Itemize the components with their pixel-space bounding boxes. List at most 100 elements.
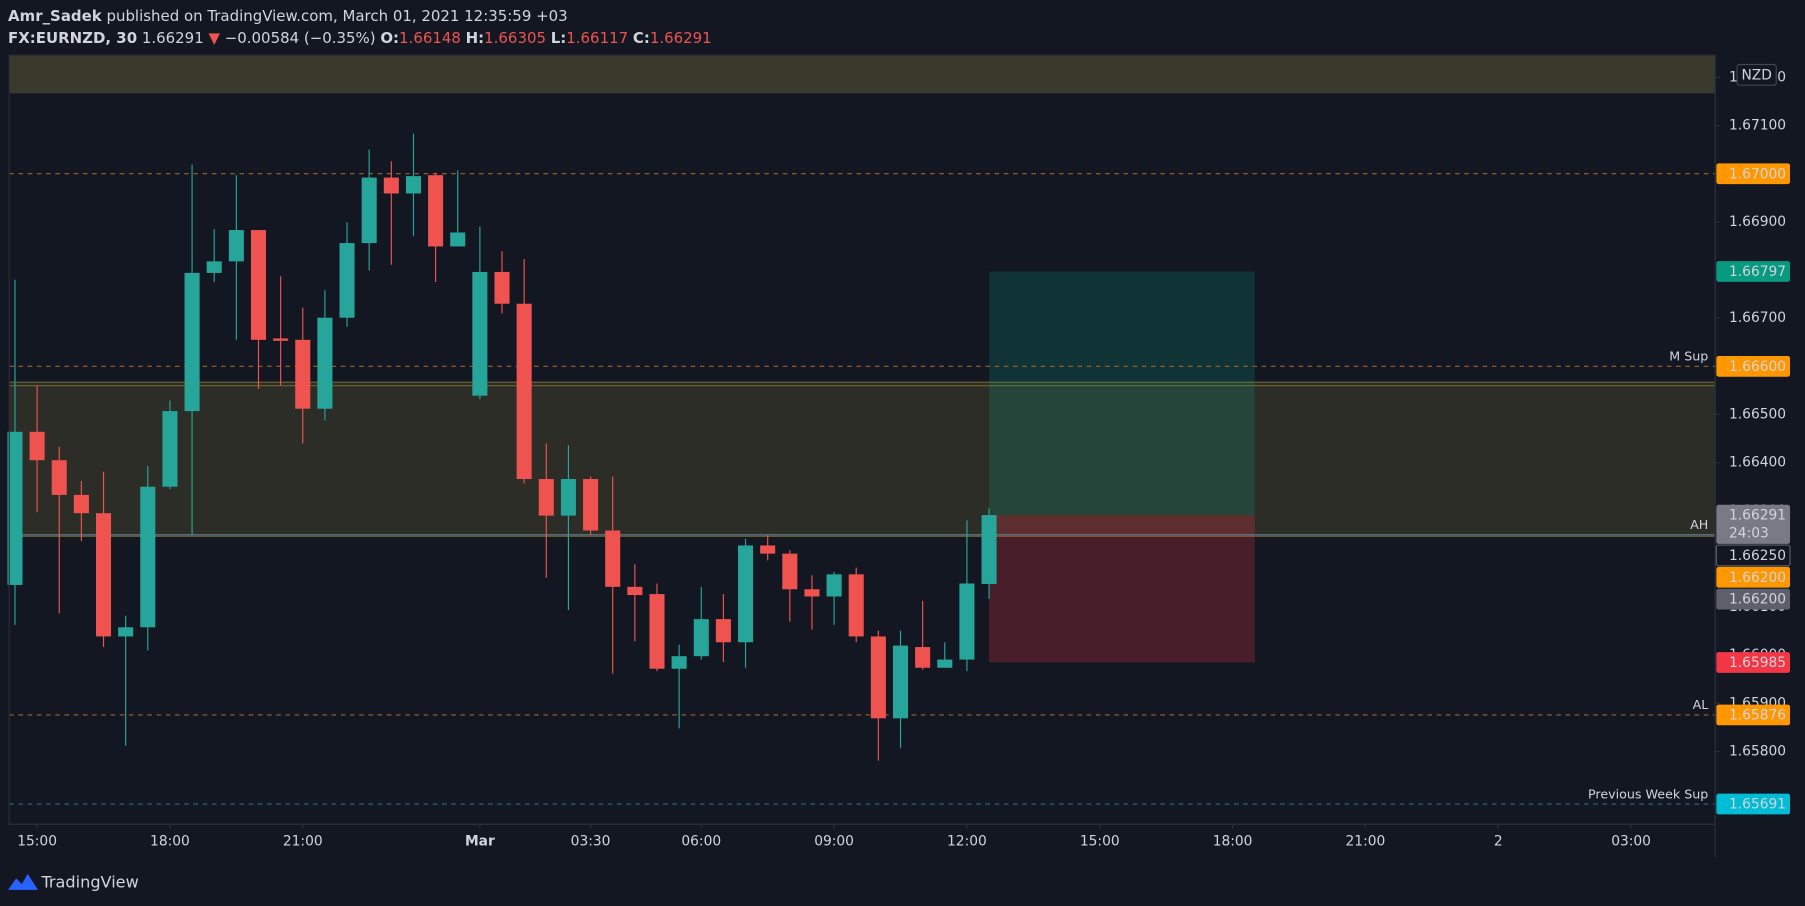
candle-body xyxy=(118,627,134,637)
price-tag-label: 1.66600 xyxy=(1729,359,1786,375)
x-tick-label: 2 xyxy=(1494,834,1503,850)
candle-body xyxy=(892,645,909,719)
candle-body xyxy=(671,656,687,669)
candle-body xyxy=(273,338,289,341)
candle-body xyxy=(738,545,754,643)
ohlc-value: 1.66148 xyxy=(399,29,461,47)
zones xyxy=(9,55,1716,537)
candle-body xyxy=(250,230,267,340)
price-tag xyxy=(1716,588,1791,610)
candle-body xyxy=(450,232,466,247)
ohlc-value: 1.66305 xyxy=(484,29,546,47)
price-tags: 1.67000 1.66797 1.66600 1.66291 24:03 1.66250… xyxy=(1715,163,1791,815)
candle-body xyxy=(826,574,842,597)
currency-box xyxy=(1736,63,1777,86)
price-tag-label: 1.66291 xyxy=(1729,508,1786,524)
change: −0.00584 (−0.35%) xyxy=(225,29,376,47)
price-tag-label: 1.66797 xyxy=(1729,264,1786,280)
x-tick-label: 03:30 xyxy=(571,834,611,850)
zone xyxy=(9,382,1716,537)
price-tag xyxy=(1716,504,1791,544)
price-tag-label: 1.65876 xyxy=(1729,708,1786,724)
x-tick-label: 21:00 xyxy=(1346,834,1386,850)
candle-body xyxy=(228,230,244,262)
position xyxy=(989,271,1255,663)
y-tick-label: 1.66700 xyxy=(1729,310,1786,326)
x-tick-label: Mar xyxy=(465,834,495,850)
currency: NZD xyxy=(1741,67,1771,83)
candle-body xyxy=(870,636,886,719)
candle-body xyxy=(981,515,997,584)
candle-body xyxy=(649,594,665,669)
candle-body xyxy=(715,619,731,643)
ohlc-value: 1.66117 xyxy=(566,29,628,47)
publish-line: Amr_Sadek published on TradingView.com, … xyxy=(8,7,568,25)
logo: TradingView xyxy=(8,872,139,891)
price-tag-label: 1.67000 xyxy=(1729,166,1786,182)
profit-area xyxy=(989,271,1255,516)
candle-body xyxy=(915,647,931,668)
price-tag-label: 1.65691 xyxy=(1729,797,1786,813)
legend-line: FX:EURNZD, 30 1.66291 ▼ −0.00584 (−0.35%… xyxy=(8,29,712,47)
level-label: AL xyxy=(1693,697,1709,712)
plot-frame xyxy=(8,54,1716,825)
candle-body xyxy=(538,479,554,516)
price-tag xyxy=(1716,261,1791,282)
candle-body xyxy=(848,574,864,637)
ohlc-label: O: xyxy=(380,29,399,47)
candles xyxy=(7,133,997,761)
price-tag xyxy=(1716,163,1791,185)
level-label: M Sup xyxy=(1669,349,1708,364)
candle-body xyxy=(295,339,311,409)
ohlc-label: C: xyxy=(633,29,650,47)
price-tag xyxy=(1715,544,1791,567)
candle-body xyxy=(605,530,621,587)
candle-body xyxy=(428,175,444,247)
candle-body xyxy=(339,243,355,318)
candle-body xyxy=(95,513,112,637)
price-tag xyxy=(1716,566,1791,588)
candle-body xyxy=(959,583,975,660)
y-tick-label: 1.65800 xyxy=(1729,744,1786,760)
price-tag xyxy=(1716,652,1791,673)
ohlc-label: L: xyxy=(551,29,567,47)
candle-body xyxy=(29,431,45,461)
loss-area xyxy=(989,515,1255,663)
x-tick-label: 15:00 xyxy=(1080,834,1120,850)
published: published on TradingView.com, March 01, … xyxy=(106,7,567,25)
ohlc-label: H: xyxy=(466,29,485,47)
candle-body xyxy=(206,261,222,273)
x-tick-label: 03:00 xyxy=(1611,834,1651,850)
candle-body xyxy=(804,589,820,597)
y-tick-label: 1.67100 xyxy=(1729,118,1786,134)
candle-body xyxy=(782,553,798,590)
y-tick-label: 1.66400 xyxy=(1729,455,1786,471)
x-tick-label: 09:00 xyxy=(814,834,854,850)
candle-body xyxy=(937,659,953,668)
logo-icon xyxy=(8,873,38,890)
candle-body xyxy=(383,177,399,194)
symbol: FX:EURNZD, 30 xyxy=(8,29,137,47)
candle-body xyxy=(494,271,510,304)
author: Amr_Sadek xyxy=(8,7,103,25)
x-tick-label: 18:00 xyxy=(1213,834,1253,850)
last: 1.66291 xyxy=(142,29,204,47)
price-tag-countdown: 24:03 xyxy=(1729,526,1769,542)
candle-body xyxy=(627,586,643,596)
candle-body xyxy=(7,431,23,585)
x-tick-label: 12:00 xyxy=(947,834,987,850)
price-tag xyxy=(1716,793,1791,815)
candle-body xyxy=(760,545,776,554)
y-tick-label: 1.66900 xyxy=(1729,214,1786,230)
price-tag-label: 1.66250 xyxy=(1729,548,1786,564)
candle-body xyxy=(184,272,200,412)
x-tick-label: 21:00 xyxy=(283,834,323,850)
candle-body xyxy=(140,486,156,628)
brand: TradingView xyxy=(40,872,138,891)
candle-body xyxy=(472,271,488,396)
candle-body xyxy=(361,177,377,244)
ohlc-value: 1.66291 xyxy=(650,29,712,47)
candle-body xyxy=(162,411,178,487)
